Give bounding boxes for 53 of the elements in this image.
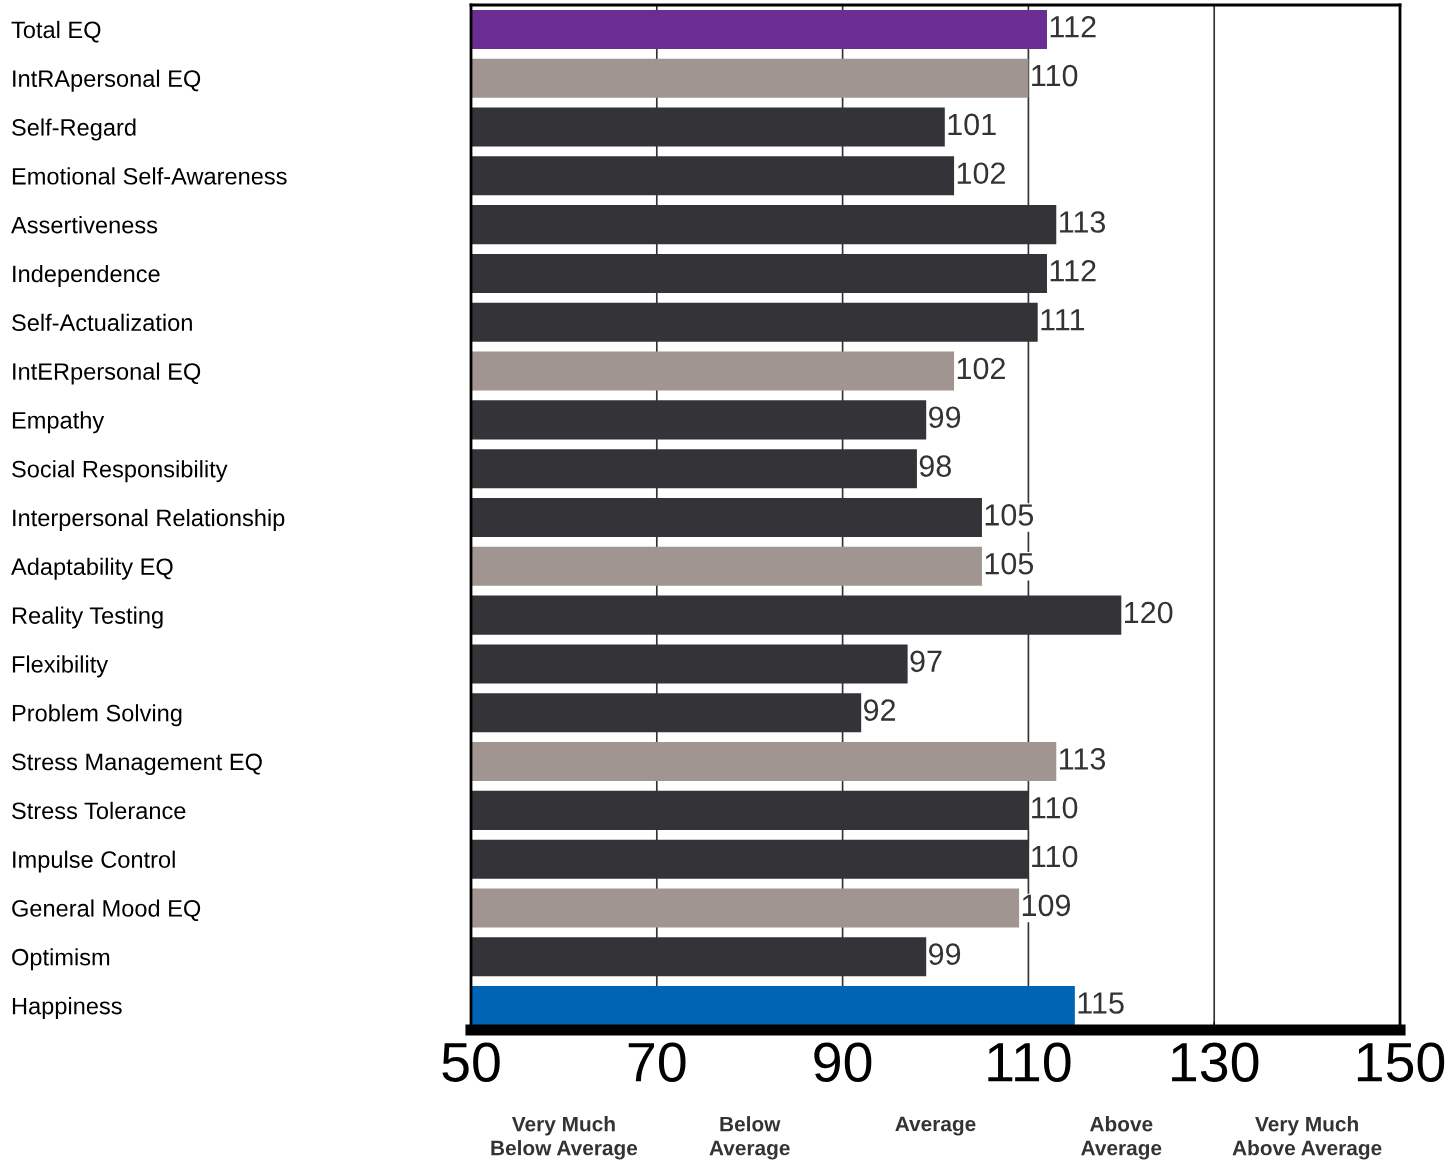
data-label: 99: [929, 943, 961, 965]
data-label: 115: [1078, 992, 1124, 1014]
data-label: 105: [985, 552, 1034, 575]
text: Average: [895, 1116, 976, 1136]
y-tick-label: Reality Testing: [12, 606, 163, 629]
y-tick-label: Adaptability EQ: [11, 557, 173, 580]
data-label: 113: [1059, 211, 1106, 233]
y-tick-label: IntERpersonal EQ: [13, 362, 201, 385]
data-label: 97: [910, 650, 942, 673]
data-label: 101: [948, 113, 996, 136]
text: Below Average: [709, 1116, 790, 1160]
data-label: 102: [957, 357, 1005, 380]
x-tick-label: 130: [1172, 1042, 1259, 1082]
data-label: 111: [1041, 309, 1085, 331]
data-label: 102: [957, 162, 1005, 185]
x-tick-label: 110: [988, 1042, 1071, 1082]
text: Very Much Below Average: [491, 1116, 638, 1160]
x-tick-label: 150: [1357, 1042, 1445, 1082]
y-tick-label: Optimism: [12, 948, 110, 971]
y-tick-label: Stress Management EQ: [12, 753, 262, 775]
text: Above Average: [1081, 1116, 1162, 1160]
data-label: 92: [864, 699, 896, 721]
data-label: 99: [929, 406, 961, 429]
y-tick-label: Happiness: [12, 997, 122, 1020]
data-label: 98: [919, 455, 951, 477]
y-tick-label: Impulse Control: [13, 850, 175, 873]
y-tick-label: Stress Tolerance: [12, 801, 186, 820]
y-tick-label: Assertiveness: [11, 216, 158, 234]
y-tick-label: Independence: [13, 264, 160, 287]
data-label: 113: [1059, 748, 1106, 770]
data-label: 112: [1050, 260, 1096, 282]
x-tick-label: 90: [814, 1042, 872, 1082]
y-tick-label: Total EQ: [11, 20, 101, 43]
x-tick-label: 50: [442, 1042, 500, 1082]
y-tick-label: Empathy: [12, 411, 105, 434]
y-tick-label: Problem Solving: [12, 704, 182, 727]
data-label: 120: [1125, 601, 1173, 624]
data-label: 110: [1032, 64, 1078, 87]
y-tick-label: General Mood EQ: [12, 899, 201, 921]
y-tick-label: Interpersonal Relationship: [13, 508, 285, 531]
data-label: 105: [985, 504, 1034, 526]
data-label: 109: [1022, 894, 1071, 917]
y-tick-label: Self-Actualization: [12, 313, 192, 332]
y-tick-label: Social Responsibility: [12, 460, 228, 483]
data-label: 112: [1050, 15, 1096, 38]
y-tick-label: Self-Regard: [12, 118, 136, 141]
y-tick-label: IntRApersonal EQ: [13, 69, 201, 92]
data-label: 110: [1032, 845, 1078, 868]
y-tick-label: Flexibility: [12, 655, 109, 678]
y-tick-label: Emotional Self-Awareness: [12, 167, 287, 185]
text: Very Much Above Average: [1232, 1116, 1382, 1160]
x-tick-label: 70: [628, 1042, 686, 1082]
data-label: 110: [1032, 796, 1078, 819]
